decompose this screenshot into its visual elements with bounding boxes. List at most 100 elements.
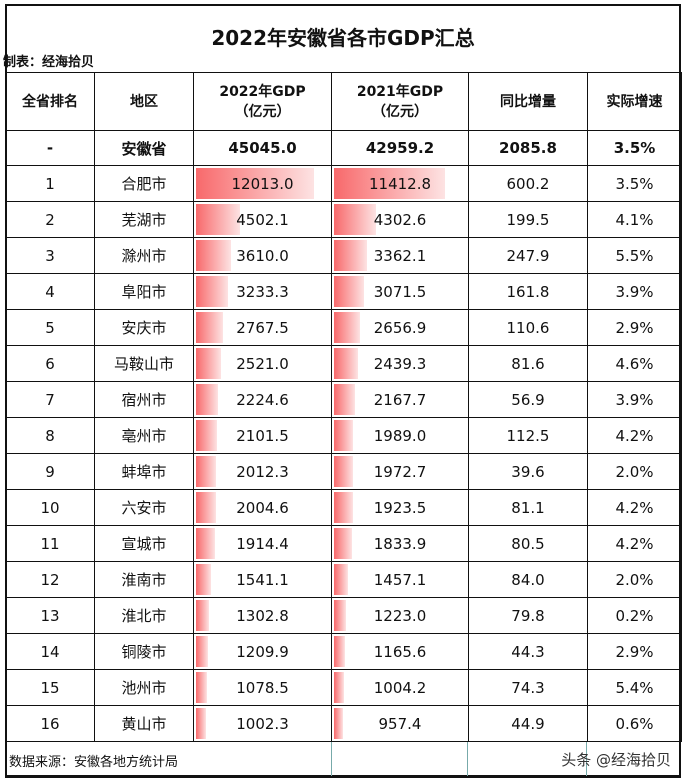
- cell-value: 1004.2: [373, 678, 427, 697]
- cell-value: 4.6%: [615, 354, 654, 373]
- table-row: 9 蚌埠市 2012.3 1972.7 39.6 2.0%: [5, 453, 682, 490]
- cell-name: 马鞍山市: [94, 345, 194, 382]
- data-bar: [196, 276, 228, 307]
- cell-increase: 84.0: [468, 561, 588, 598]
- cell-increase: 81.6: [468, 345, 588, 382]
- cell-value: 2167.7: [373, 390, 427, 409]
- table-row: 2 芜湖市 4502.1 4302.6 199.5 4.1%: [5, 201, 682, 238]
- cell-value: 110.6: [506, 318, 550, 337]
- cell-value: 600.2: [506, 174, 550, 193]
- cell-increase: 44.3: [468, 633, 588, 670]
- cell-value: 2012.3: [236, 462, 289, 481]
- cell-increase: 79.8: [468, 597, 588, 634]
- cell-value: 13: [40, 606, 60, 625]
- watermark: 头条 @经海拾贝: [561, 751, 671, 769]
- cell-value: 0.2%: [615, 606, 654, 625]
- data-bar: [196, 204, 241, 235]
- cell-value: 2101.5: [236, 426, 289, 445]
- cell-value: 亳州市: [121, 427, 167, 445]
- cell-value: 4502.1: [236, 210, 289, 229]
- data-bar: [334, 384, 356, 415]
- cell-increase: 199.5: [468, 201, 588, 238]
- cell-name: 蚌埠市: [94, 453, 194, 490]
- cell-value: 80.5: [511, 534, 545, 553]
- cell-gdp2022: 2767.5: [193, 309, 332, 346]
- cell-value: 1078.5: [236, 678, 289, 697]
- table-row: 16 黄山市 1002.3 957.4 44.9 0.6%: [5, 705, 682, 742]
- cell-increase: 600.2: [468, 165, 588, 202]
- cell-value: 4.2%: [615, 498, 654, 517]
- table-row: 3 滁州市 3610.0 3362.1 247.9 5.5%: [5, 237, 682, 274]
- cell-gdp2022: 3233.3: [193, 273, 332, 310]
- gdp-table: 全省排名 地区 2022年GDP （亿元） 2021年GDP （亿元） 同比增量 实…: [5, 72, 682, 742]
- cell-rank: 12: [5, 561, 95, 598]
- cell-gdp2021: 1457.1: [331, 561, 469, 598]
- cell-gdp2022: 2004.6: [193, 489, 332, 526]
- cell-value: 0.6%: [615, 714, 654, 733]
- cell-value: 15: [40, 678, 60, 697]
- cell-gdp2022: 12013.0: [193, 165, 332, 202]
- cell-value: 2767.5: [236, 318, 289, 337]
- cell-gdp2021: 3071.5: [331, 273, 469, 310]
- cell-value: 宣城市: [121, 535, 167, 553]
- cell-value: 4.2%: [615, 426, 654, 445]
- cell-gdp2022: 1302.8: [193, 597, 332, 634]
- cell-gdp2021: 1972.7: [331, 453, 469, 490]
- cell-rank: 7: [5, 381, 95, 418]
- cell-name: 宣城市: [94, 525, 194, 562]
- cell-value: 161.8: [506, 282, 550, 301]
- cell-value: 1833.9: [373, 534, 427, 553]
- data-bar: [334, 672, 344, 703]
- cell-gdp2022: 2101.5: [193, 417, 332, 454]
- cell-rank: 1: [5, 165, 95, 202]
- table-row: 15 池州市 1078.5 1004.2 74.3 5.4%: [5, 669, 682, 706]
- cell-value: 合肥市: [121, 175, 167, 193]
- cell-gdp2021: 3362.1: [331, 237, 469, 274]
- data-bar: [334, 528, 352, 559]
- cell-value: 10: [40, 498, 60, 517]
- cell-name: 安庆市: [94, 309, 194, 346]
- header-increase: 同比增量: [468, 72, 588, 131]
- cell-growth: 3.5%: [587, 165, 682, 202]
- cell-value: 1223.0: [373, 606, 427, 625]
- data-bar: [196, 420, 217, 451]
- cell-gdp2022: 3610.0: [193, 237, 332, 274]
- cell-value: 3.5%: [615, 174, 654, 193]
- cell-growth: 4.2%: [587, 489, 682, 526]
- data-bar: [334, 204, 376, 235]
- data-bar: [334, 312, 360, 343]
- header-gdp2022-line1: 2022年GDP: [219, 83, 306, 100]
- data-bar: [196, 564, 212, 595]
- header-gdp2022-line2: （亿元）: [234, 103, 291, 120]
- cell-name: 六安市: [94, 489, 194, 526]
- table-row: 8 亳州市 2101.5 1989.0 112.5 4.2%: [5, 417, 682, 454]
- header-region: 地区: [94, 72, 194, 131]
- header-rank: 全省排名: [5, 72, 95, 131]
- footer: 数据来源：安徽各地方统计局 头条 @经海拾贝: [5, 742, 681, 776]
- cell-gdp2022: 2224.6: [193, 381, 332, 418]
- cell-value: 2004.6: [236, 498, 289, 517]
- cell-value: 淮北市: [121, 607, 167, 625]
- cell-value: 宿州市: [121, 391, 167, 409]
- cell-rank: 2: [5, 201, 95, 238]
- cell-growth: 4.6%: [587, 345, 682, 382]
- data-bar: [334, 168, 446, 199]
- cell-rank: 13: [5, 597, 95, 634]
- cell-value: 安庆市: [121, 319, 167, 337]
- table-row: 4 阜阳市 3233.3 3071.5 161.8 3.9%: [5, 273, 682, 310]
- data-bar: [334, 348, 358, 379]
- cell-name: 合肥市: [94, 165, 194, 202]
- cell-value: 4.1%: [615, 210, 654, 229]
- header-gdp2022: 2022年GDP （亿元）: [193, 72, 332, 131]
- data-bar: [196, 456, 216, 487]
- cell-value: 44.3: [511, 642, 545, 661]
- cell-value: 2656.9: [373, 318, 427, 337]
- table-row: 12 淮南市 1541.1 1457.1 84.0 2.0%: [5, 561, 682, 598]
- cell-rank: 5: [5, 309, 95, 346]
- data-bar: [334, 636, 346, 667]
- cell-value: 3071.5: [373, 282, 427, 301]
- cell-value: 5.5%: [615, 246, 654, 265]
- cell-value: 957.4: [378, 714, 422, 733]
- cell-value: 11: [40, 534, 60, 553]
- cell-name: 阜阳市: [94, 273, 194, 310]
